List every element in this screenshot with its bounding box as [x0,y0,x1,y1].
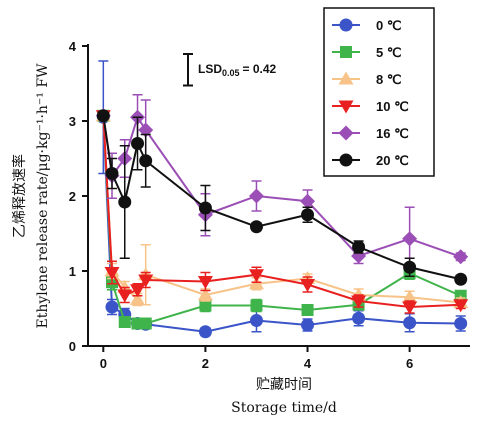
data-point [454,272,468,286]
legend-marker [339,153,353,167]
data-point [105,300,119,314]
data-point [402,289,418,303]
lsd-label: LSD0.05 = 0.42 [198,62,277,78]
data-point [351,295,367,309]
data-point [104,267,120,280]
x-tick-label: 0 [100,356,107,371]
legend-label: 8 ℃ [376,72,401,87]
data-point [301,208,315,222]
data-point [402,231,418,247]
legend-marker [338,125,354,141]
data-point [300,279,316,292]
legend-label: 20 ℃ [376,153,409,168]
legend-item-3: 8 ℃ [332,71,401,87]
data-point [403,260,417,274]
x-tick-label: 4 [304,356,312,371]
legend-marker [338,71,354,85]
legend-label: 10 ℃ [376,99,409,114]
y-tick-label: 4 [69,39,77,54]
data-point [198,325,212,339]
x-axis-title-en: Storage time/d [231,400,337,416]
x-tick-label: 6 [406,356,413,371]
data-point [139,154,153,168]
legend-marker [340,46,352,58]
y-axis-title-en: Ethylene release rate/μg·kg⁻¹·h⁻¹ FW [35,63,51,329]
data-point [250,299,263,312]
lsd-bar [183,53,193,87]
y-tick-label: 2 [69,189,76,204]
data-point [248,269,264,283]
series-6 [96,109,468,286]
data-point [301,304,314,316]
series-4 [95,110,469,315]
legend-item-1: 0 ℃ [332,18,401,33]
y-tick-label: 1 [69,264,76,279]
legend-item-5: 16 ℃ [332,125,409,141]
lsd-value: = 0.42 [243,62,277,76]
data-point [453,249,469,265]
data-point [402,301,418,315]
data-point [138,274,154,288]
data-point [199,299,212,312]
legend-item-6: 20 ℃ [332,153,409,168]
lsd-annotation: LSD0.05 = 0.42 [183,53,277,87]
legend-marker [339,18,353,32]
lsd-subscript: 0.05 [222,68,240,78]
data-point [403,316,417,330]
y-tick-label: 3 [69,114,76,129]
legend-item-2: 5 ℃ [332,45,401,60]
data-point [197,276,213,289]
data-point [130,292,146,305]
data-point [300,193,316,209]
axes: 0 1 2 3 4 0 2 4 6 [69,39,470,371]
data-point [301,318,315,332]
legend: 0 ℃ 5 ℃ 8 ℃ 10 ℃ 16 ℃ 20 ℃ [323,7,435,177]
y-tick-label: 0 [69,339,76,354]
legend-label: 0 ℃ [376,18,401,33]
x-axis-title-cn: 贮藏时间 [256,377,312,393]
data-point [118,316,131,328]
data-point [453,299,469,313]
data-point [198,201,212,215]
x-tick-label: 2 [202,356,209,371]
data-point [130,284,146,298]
data-point [118,195,132,209]
y-axis-title-cn: 乙烯释放速率 [11,154,28,238]
data-point [352,311,366,325]
data-point [249,314,263,327]
data-point [96,109,110,123]
data-point [139,317,152,330]
data-point [131,137,145,150]
lsd-label-main: LSD [198,62,222,76]
data-point [454,317,468,330]
legend-marker [338,100,354,114]
legend-label: 16 ℃ [376,126,409,141]
legend-item-4: 10 ℃ [332,99,409,114]
data-point [248,188,264,204]
data-point [249,220,263,234]
legend-label: 5 ℃ [376,45,401,60]
data-point [352,240,366,254]
legend-box [323,7,435,177]
data-point [117,289,133,303]
data-point [105,167,119,180]
plot-area [95,60,469,339]
data-point [197,287,213,301]
